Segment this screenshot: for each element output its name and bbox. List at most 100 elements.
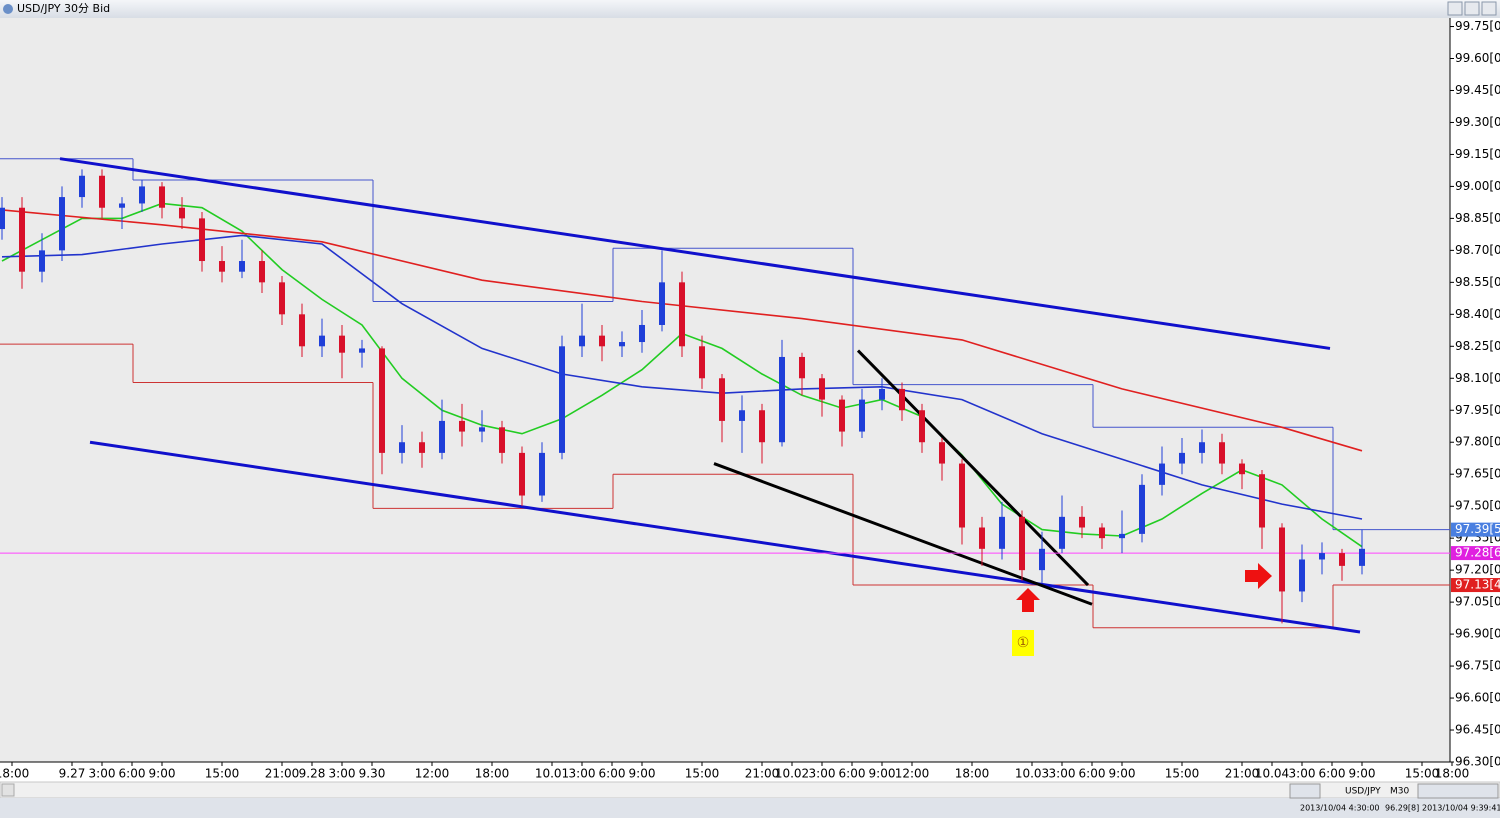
x-tick-label: 3:00 [1049, 767, 1076, 781]
status-from: 2013/10/04 4:30:00 [1300, 804, 1380, 813]
candle-body [959, 463, 965, 528]
x-tick-label: 9:00 [1109, 767, 1136, 781]
candle-body [1239, 463, 1245, 475]
price-marker [1451, 578, 1500, 593]
candle-body [399, 442, 405, 453]
candle-body [439, 420, 445, 453]
y-tick-label: 98.10[0] [1455, 371, 1500, 385]
candle-body [519, 452, 525, 496]
candle-body [1179, 452, 1185, 464]
candle-body [1119, 533, 1125, 539]
candle-body [539, 452, 545, 496]
scrollbar[interactable] [0, 781, 1500, 799]
trendline [59, 157, 1331, 350]
candle-body [759, 410, 765, 443]
candle-body [839, 399, 845, 432]
candle-body [259, 261, 265, 283]
candle-body [239, 261, 245, 272]
x-tick-label: 10.04 [1255, 767, 1289, 781]
candle-body [919, 410, 925, 443]
x-tick-label: 18:00 [475, 767, 510, 781]
x-tick-label: 3:00 [569, 767, 596, 781]
candle-body [0, 207, 5, 230]
candle-body [1139, 484, 1145, 534]
window-title: USD/JPY 30分 Bid [17, 2, 110, 15]
close-button[interactable] [1481, 1, 1497, 16]
candle-body [499, 427, 505, 453]
y-tick-label: 96.60[0] [1455, 691, 1500, 705]
candle-body [1319, 553, 1325, 560]
candle-body [819, 378, 825, 400]
y-tick-label: 99.75[0] [1455, 19, 1500, 33]
candle-body [319, 335, 325, 347]
candle-body [639, 324, 645, 343]
candle-body [139, 186, 145, 204]
candle-body [199, 218, 205, 262]
y-tick-label: 97.65[0] [1455, 467, 1500, 481]
minimize-button[interactable] [1447, 1, 1463, 16]
candle-body [99, 175, 105, 208]
maximize-button[interactable] [1464, 1, 1480, 16]
symbol-select[interactable]: USD/JPY [1345, 787, 1381, 797]
y-tick-label: 97.80[0] [1455, 435, 1500, 449]
status-bar [0, 798, 1500, 818]
candle-body [1079, 516, 1085, 528]
x-tick-label: 3:00 [89, 767, 116, 781]
x-tick-label: 10.03 [1015, 767, 1049, 781]
candle-body [599, 335, 605, 347]
x-tick-label: 12:00 [895, 767, 930, 781]
timeframe-select[interactable]: M30 [1390, 787, 1409, 797]
y-tick-label: 96.75[0] [1455, 659, 1500, 673]
candle-body [159, 186, 165, 208]
x-tick-label: 21:00 [745, 767, 780, 781]
y-tick-label: 98.25[0] [1455, 339, 1500, 353]
x-tick-label: 9:00 [1349, 767, 1376, 781]
y-tick-label: 96.45[0] [1455, 723, 1500, 737]
title-bar [0, 0, 1500, 18]
y-tick-label: 97.20[0] [1455, 563, 1500, 577]
x-tick-label: 10.01 [535, 767, 569, 781]
price-marker-label: 97.28[6] [1455, 546, 1500, 560]
candle-body [359, 348, 365, 353]
price-marker [1451, 522, 1500, 537]
trendline [713, 462, 1093, 606]
x-tick-label: 15:00 [1405, 767, 1440, 781]
candle-body [1279, 527, 1285, 592]
candle-body [739, 410, 745, 421]
y-tick-label: 96.30[0] [1455, 755, 1500, 769]
scroll-left[interactable] [1, 783, 15, 797]
right-arrow [1245, 563, 1272, 589]
candle-body [219, 261, 225, 272]
tool-buttons[interactable] [1417, 783, 1499, 799]
candle-body [1019, 516, 1025, 571]
candle-body [1259, 474, 1265, 528]
candle-body [379, 348, 385, 453]
candle-body [559, 346, 565, 453]
candle-body [119, 203, 125, 208]
candle-body [1359, 548, 1365, 566]
annotation: ① [1017, 635, 1030, 651]
candle-body [279, 282, 285, 315]
candle-body [899, 388, 905, 411]
nav-buttons[interactable] [1289, 783, 1321, 799]
y-tick-label: 99.45[0] [1455, 83, 1500, 97]
plot-layer [0, 157, 1450, 634]
x-tick-label: 15:00 [205, 767, 240, 781]
candle-body [479, 427, 485, 432]
candle-body [579, 335, 585, 347]
candle-body [659, 282, 665, 325]
x-tick-label: 9.28 [299, 767, 326, 781]
price-marker-label: 97.39[5] [1455, 522, 1500, 536]
x-tick-label: 10.02 [775, 767, 809, 781]
candle-body [1099, 527, 1105, 539]
x-tick-label: 18:00 [1435, 767, 1470, 781]
x-tick-label: 15:00 [685, 767, 720, 781]
price-marker [1451, 546, 1500, 561]
x-tick-label: 3:00 [809, 767, 836, 781]
moving-average [1, 234, 1363, 520]
candle-body [859, 399, 865, 432]
candle-body [779, 356, 785, 443]
x-tick-label: 15:00 [1165, 767, 1200, 781]
status-to: 2013/10/04 9:39:41 [1422, 804, 1500, 813]
y-tick-label: 97.50[0] [1455, 499, 1500, 513]
